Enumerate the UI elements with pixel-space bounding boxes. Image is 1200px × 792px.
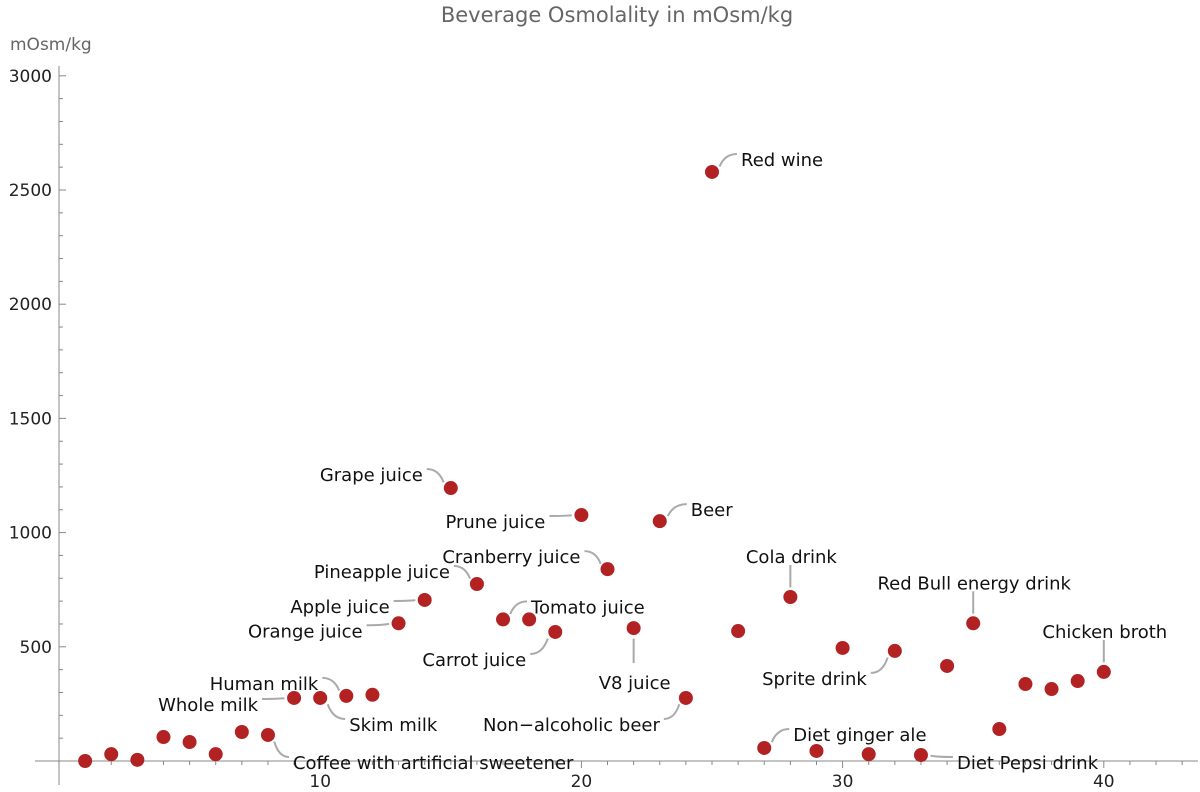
label-connector bbox=[666, 503, 687, 517]
data-point bbox=[104, 747, 119, 762]
point-label: Sprite drink bbox=[762, 669, 867, 690]
label-connector bbox=[509, 600, 528, 615]
x-tick-label: 30 bbox=[832, 772, 854, 792]
x-tick-label: 40 bbox=[1093, 772, 1115, 792]
data-point bbox=[339, 688, 354, 703]
point-label: V8 juice bbox=[599, 673, 671, 694]
data-point bbox=[182, 735, 197, 750]
label-connector bbox=[366, 622, 390, 627]
data-point bbox=[287, 690, 302, 705]
label-connector bbox=[326, 703, 346, 720]
data-point bbox=[443, 481, 458, 496]
data-point bbox=[966, 616, 981, 631]
data-point bbox=[522, 612, 537, 627]
data-point bbox=[940, 658, 955, 673]
data-point bbox=[234, 724, 249, 739]
data-point bbox=[626, 621, 641, 636]
label-connector bbox=[393, 599, 416, 602]
data-point bbox=[260, 727, 275, 742]
point-label: Orange juice bbox=[248, 621, 363, 642]
point-label: Coffee with artificial sweetener bbox=[293, 753, 574, 774]
data-point bbox=[78, 754, 93, 768]
label-connector bbox=[262, 697, 285, 700]
data-point bbox=[992, 722, 1007, 737]
label-connector bbox=[663, 703, 681, 720]
point-label: Diet Pepsi drink bbox=[957, 753, 1099, 774]
point-label: Apple juice bbox=[290, 597, 389, 618]
data-point bbox=[705, 164, 719, 179]
data-point bbox=[1044, 682, 1059, 697]
data-point bbox=[156, 730, 171, 745]
y-tick-label: 500 bbox=[20, 638, 52, 658]
data-point bbox=[417, 592, 432, 607]
label-connector bbox=[273, 741, 290, 758]
point-label: Whole milk bbox=[158, 695, 259, 716]
label-connector bbox=[718, 152, 738, 167]
point-label: Cola drink bbox=[746, 547, 838, 568]
chart-title: Beverage Osmolality in mOsm/kg bbox=[441, 3, 793, 27]
data-point bbox=[1018, 677, 1033, 692]
point-label: Tomato juice bbox=[530, 597, 645, 618]
data-point bbox=[652, 514, 667, 529]
data-point bbox=[548, 624, 563, 639]
label-connector bbox=[453, 564, 471, 579]
data-point bbox=[835, 640, 850, 655]
y-tick-label: 1500 bbox=[9, 409, 52, 429]
point-label: Carrot juice bbox=[422, 650, 526, 671]
data-point bbox=[391, 616, 406, 631]
y-tick-label: 1000 bbox=[9, 524, 52, 544]
data-point bbox=[731, 624, 746, 639]
y-tick-label: 2500 bbox=[9, 181, 52, 201]
x-tick-label: 20 bbox=[571, 772, 593, 792]
point-label: Skim milk bbox=[349, 715, 438, 736]
data-point bbox=[130, 752, 145, 767]
label-connector bbox=[770, 727, 790, 743]
data-point bbox=[913, 748, 928, 763]
label-connector bbox=[930, 754, 953, 759]
data-point bbox=[887, 643, 902, 658]
y-tick-label: 2000 bbox=[9, 295, 52, 315]
label-connector bbox=[322, 676, 341, 691]
label-connector bbox=[530, 638, 549, 655]
point-label: Diet ginger ale bbox=[793, 725, 926, 746]
point-label: Prune juice bbox=[445, 512, 545, 533]
data-point bbox=[1070, 674, 1085, 689]
data-point bbox=[783, 590, 798, 605]
point-label: Red wine bbox=[741, 150, 823, 171]
data-point bbox=[809, 743, 824, 758]
x-tick-label: 10 bbox=[309, 772, 331, 792]
label-connector bbox=[426, 468, 445, 483]
data-point bbox=[365, 687, 380, 702]
data-point bbox=[208, 747, 223, 762]
y-axis-label: mOsm/kg bbox=[10, 35, 92, 55]
point-label: Non−alcoholic beer bbox=[483, 715, 661, 736]
point-label: Grape juice bbox=[320, 465, 423, 486]
point-label: Human milk bbox=[210, 674, 319, 695]
label-connector bbox=[584, 550, 602, 565]
data-point bbox=[313, 690, 328, 705]
data-point bbox=[600, 562, 615, 577]
data-point bbox=[469, 576, 484, 591]
point-label: Chicken broth bbox=[1042, 622, 1167, 643]
data-point bbox=[1096, 664, 1111, 679]
data-point bbox=[574, 508, 589, 523]
y-tick-label: 3000 bbox=[9, 67, 52, 87]
data-point bbox=[861, 747, 876, 762]
point-label: Cranberry juice bbox=[442, 547, 580, 568]
point-label: Beer bbox=[691, 500, 733, 521]
data-point bbox=[496, 612, 511, 627]
point-label: Red Bull energy drink bbox=[877, 573, 1071, 594]
label-connector bbox=[870, 657, 889, 674]
label-connector bbox=[549, 514, 572, 518]
data-point bbox=[678, 690, 693, 705]
data-point bbox=[757, 740, 772, 755]
point-label: Pineapple juice bbox=[314, 562, 450, 583]
